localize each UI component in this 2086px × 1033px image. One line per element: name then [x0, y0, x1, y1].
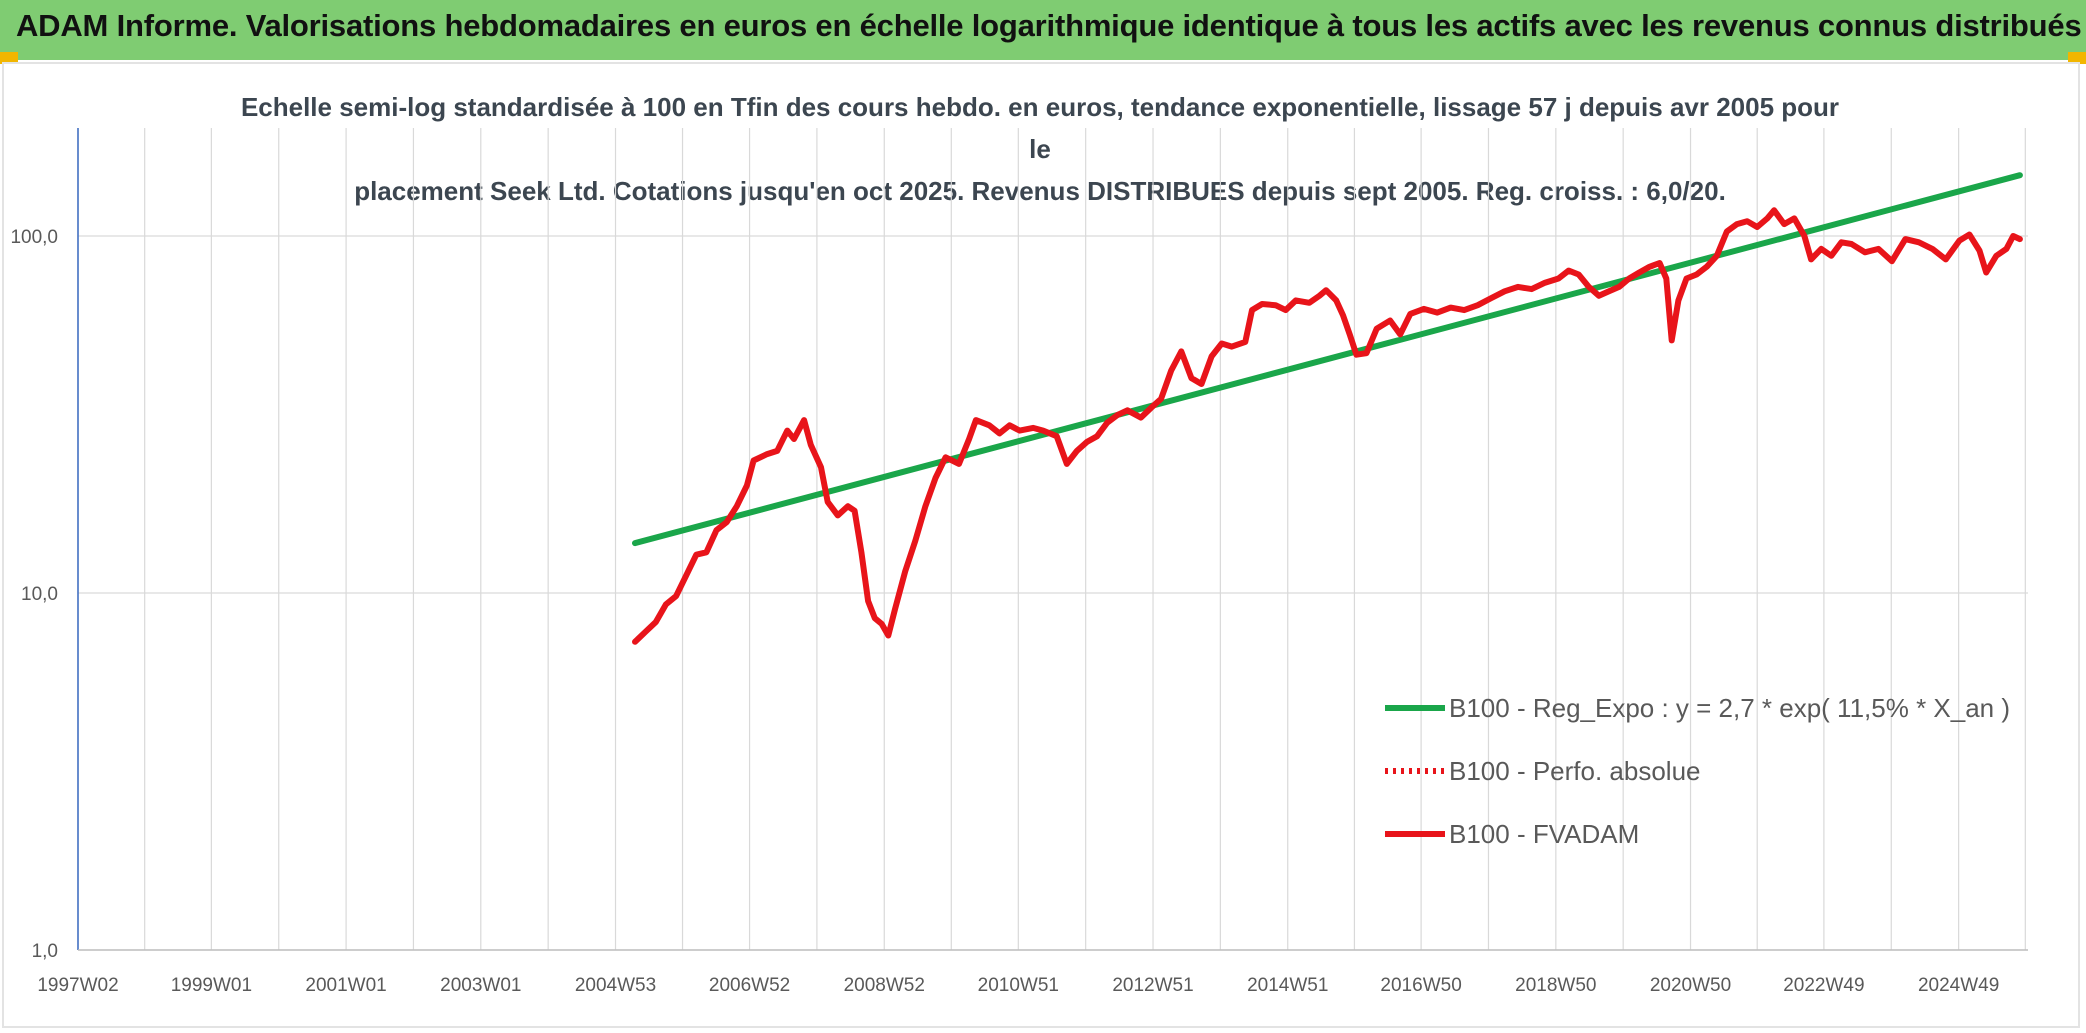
legend-label: B100 - Reg_Expo : y = 2,7 * exp( 11,5% *…	[1449, 693, 2010, 723]
chart-title-line-1: Echelle semi-log standardisée à 100 en T…	[240, 92, 1840, 164]
grid-lines	[77, 128, 2028, 951]
corner-marker-left	[0, 52, 18, 64]
y-tick-label: 10,0	[21, 584, 58, 605]
x-tick-label: 2012W51	[1112, 975, 1193, 996]
x-tick-label: 2001W01	[305, 975, 386, 996]
report-banner: ADAM Informe. Valorisations hebdomadaire…	[0, 0, 2086, 60]
y-tick-label: 100,0	[10, 227, 58, 248]
series-lines	[632, 172, 2023, 645]
x-tick-label: 2004W53	[575, 975, 656, 996]
x-tick-label: 2014W51	[1247, 975, 1328, 996]
x-tick-label: 2024W49	[1918, 975, 1999, 996]
report-title: ADAM Informe. Valorisations hebdomadaire…	[16, 8, 2082, 43]
series-line-3	[632, 207, 2023, 645]
corner-marker-right	[2068, 52, 2086, 64]
axes: 1,0 10,0 100,0 1997W02 1999W01 2001W01 2003W01…	[10, 128, 2028, 996]
legend-label: B100 - FVADAM	[1449, 819, 1639, 849]
x-tick-label: 2006W52	[709, 975, 790, 996]
x-tick-label: 1997W02	[37, 975, 118, 996]
x-tick-label: 1999W01	[171, 975, 252, 996]
x-tick-label: 2008W52	[844, 975, 925, 996]
chart-frame	[2, 62, 2080, 1028]
x-tick-label: 2018W50	[1515, 975, 1596, 996]
series-line-1	[632, 172, 2023, 547]
x-tick-label: 2022W49	[1783, 975, 1864, 996]
chart-title-line-2: placement Seek Ltd. Cotations jusqu'en o…	[354, 176, 1726, 206]
y-tick-label: 1,0	[32, 941, 58, 962]
chart-title: Echelle semi-log standardisée à 100 en T…	[240, 86, 1840, 212]
legend: B100 - Reg_Expo : y = 2,7 * exp( 11,5% *…	[1385, 693, 2010, 849]
x-tick-label: 2020W50	[1650, 975, 1731, 996]
x-tick-label: 2010W51	[978, 975, 1059, 996]
x-tick-label: 2016W50	[1380, 975, 1461, 996]
legend-label: B100 - Perfo. absolue	[1449, 756, 1701, 786]
x-tick-label: 2003W01	[440, 975, 521, 996]
